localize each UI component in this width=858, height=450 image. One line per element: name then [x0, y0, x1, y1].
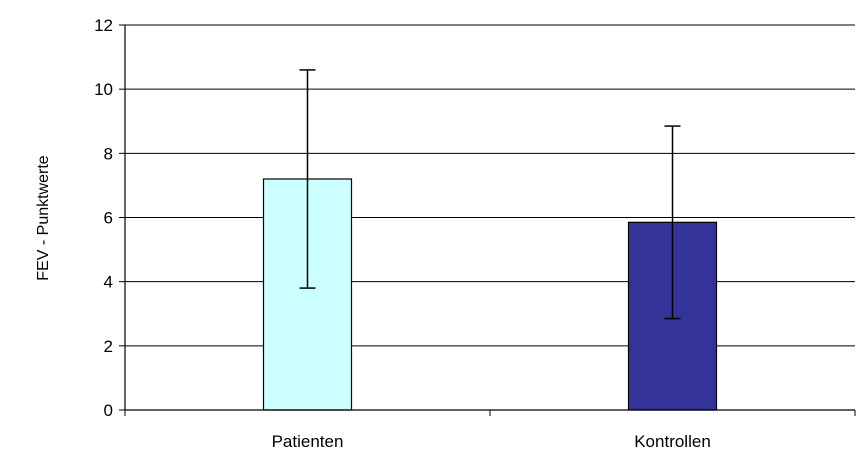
y-tick-label: 0 [104, 401, 113, 420]
y-tick-label: 10 [94, 80, 113, 99]
y-tick-label: 12 [94, 16, 113, 35]
gridlines [125, 24, 855, 347]
axes [119, 24, 856, 416]
y-tick-label: 8 [104, 144, 113, 163]
tick-labels: 0 2 4 6 8 10 12 Patienten Kontrollen [94, 16, 711, 450]
y-tick-label: 4 [104, 273, 113, 292]
error-bars [299, 69, 681, 320]
x-tick-label: Patienten [272, 432, 344, 450]
y-tick-label: 2 [104, 337, 113, 356]
x-tick-label: Kontrollen [634, 432, 711, 450]
y-axis-title: FEV - Punktwerte [35, 155, 52, 280]
y-tick-label: 6 [104, 209, 113, 228]
bars [262, 178, 718, 411]
